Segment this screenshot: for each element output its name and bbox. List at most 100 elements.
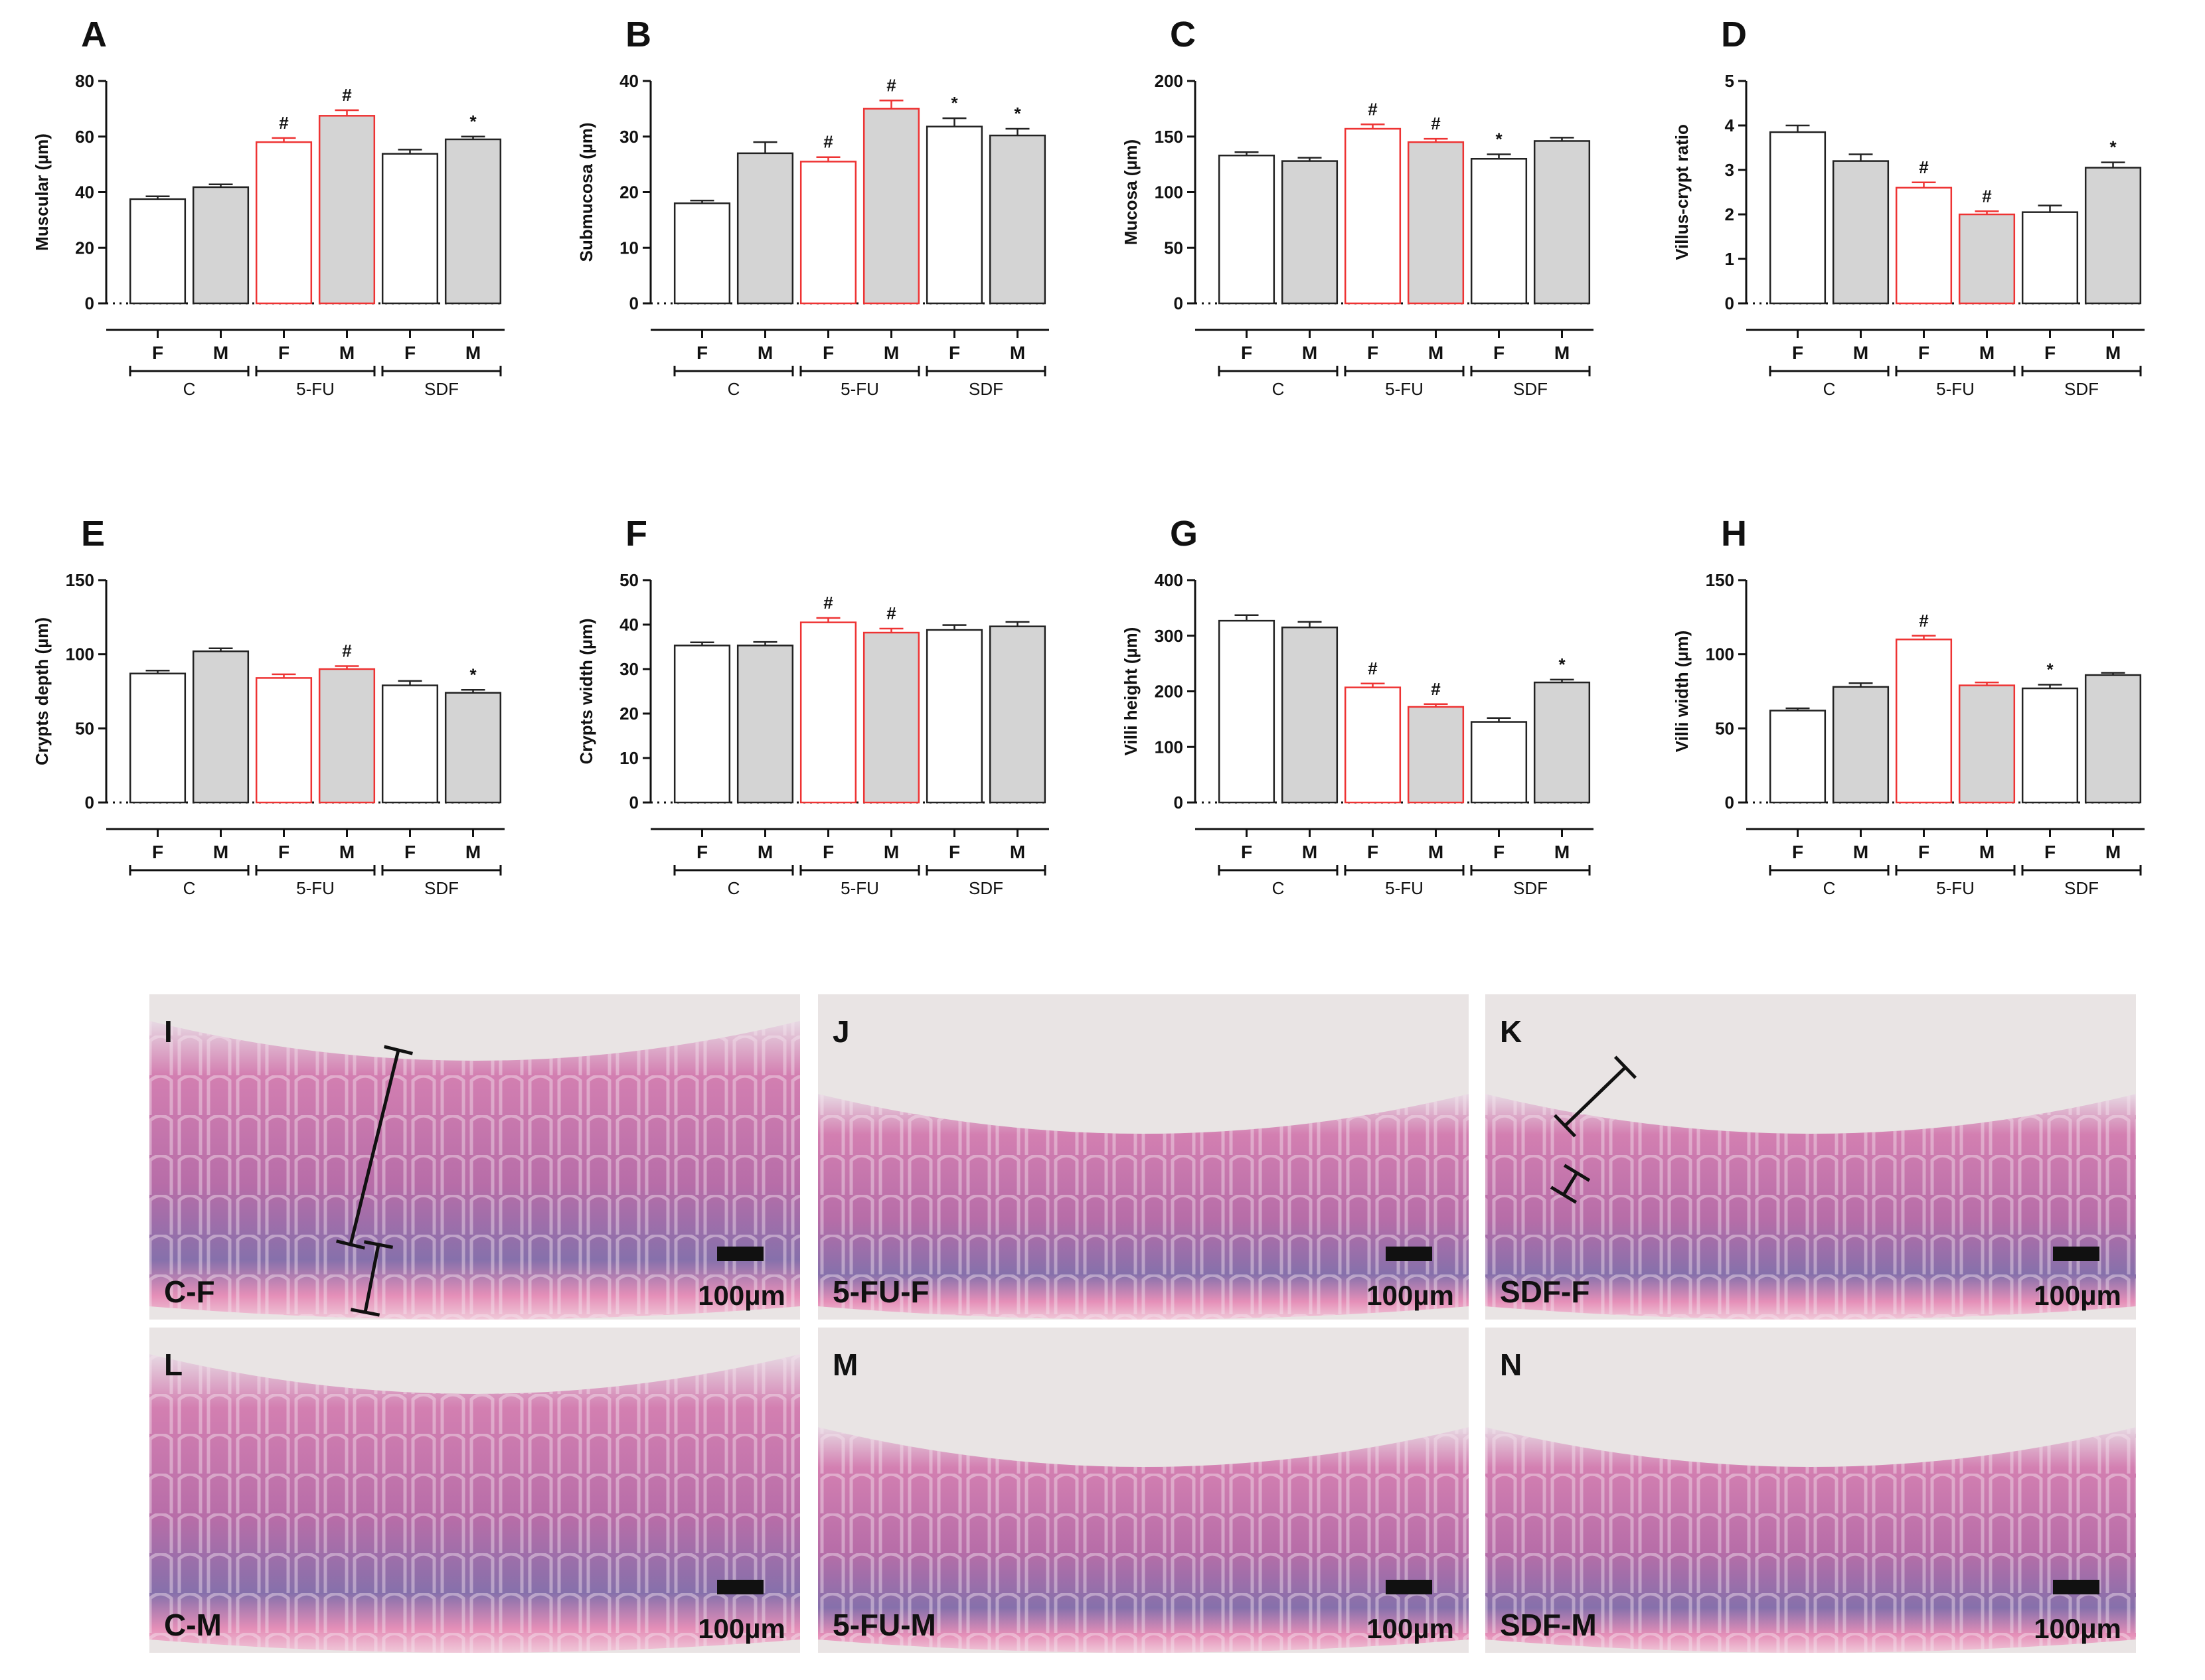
x-tick-label: M: [1853, 842, 1868, 862]
scale-bar-label: 100µm: [2034, 1280, 2121, 1311]
y-axis-label: Villi width (µm): [1672, 631, 1692, 753]
significance-mark: *: [1495, 129, 1503, 149]
bar: [673, 202, 731, 305]
bar: [1281, 626, 1339, 804]
bar: [129, 672, 187, 804]
measurement-cap: [1553, 1114, 1577, 1138]
y-axis-label: Crypts width (µm): [576, 618, 596, 764]
y-tick-label: 20: [619, 704, 639, 724]
panel-letter: A: [81, 15, 107, 54]
group-label: C: [183, 379, 196, 399]
y-tick-label: 2: [1725, 204, 1734, 224]
micrograph-i: I C-F 100µm: [149, 994, 800, 1320]
y-tick-label: 1: [1725, 249, 1734, 269]
x-tick-label: M: [1554, 343, 1570, 363]
micrograph-n: N SDF-M 100µm: [1485, 1328, 2136, 1653]
bar: [318, 668, 376, 804]
y-tick-label: 0: [1174, 293, 1183, 313]
y-axis-label: Muscular (µm): [32, 133, 52, 251]
significance-mark: *: [1014, 104, 1021, 123]
scale-bar-label: 100µm: [1366, 1280, 1454, 1311]
x-tick-label: M: [1302, 343, 1317, 363]
micrograph-grid: I C-F 100µm J 5-FU-F 100µm K SDF-F 100µm L C-M 100µ…: [149, 994, 2136, 1653]
significance-mark: #: [1982, 186, 1992, 206]
panel-letter: B: [625, 15, 651, 54]
measurement-line: [1564, 1066, 1627, 1127]
panel-letter: G: [1170, 514, 1198, 554]
x-tick-label: M: [884, 343, 899, 363]
x-tick-label: F: [152, 343, 163, 363]
bar: [381, 153, 439, 305]
significance-mark: #: [886, 75, 896, 95]
group-label: C: [183, 878, 196, 898]
y-tick-label: 0: [1725, 793, 1734, 812]
bar: [2084, 167, 2142, 305]
bar: [1470, 721, 1528, 804]
y-tick-label: 10: [619, 238, 639, 258]
micrograph-letter: M: [833, 1347, 858, 1382]
significance-mark: *: [951, 93, 958, 113]
bar: [673, 645, 731, 804]
bar: [1769, 131, 1827, 305]
group-label: SDF: [969, 878, 1003, 898]
scale-bar-label: 100µm: [2034, 1613, 2121, 1644]
chart-panel-g: G 0 100 200 300 400 Villi height (µm) F M # F # M F * M…: [1121, 514, 1593, 898]
y-tick-label: 80: [75, 71, 94, 91]
y-axis-label: Submucosa (µm): [576, 122, 596, 262]
scale-bar: [1386, 1247, 1432, 1261]
y-tick-label: 0: [629, 293, 639, 313]
significance-mark: #: [1919, 157, 1929, 177]
bar: [192, 650, 250, 804]
bar: [736, 152, 794, 305]
y-tick-label: 40: [75, 183, 94, 202]
y-tick-label: 100: [1706, 645, 1734, 664]
measurement-cap: [363, 1240, 394, 1249]
significance-mark: *: [2109, 137, 2117, 157]
x-tick-label: F: [1493, 842, 1505, 862]
bar: [1895, 639, 1953, 804]
bar: [129, 198, 187, 305]
y-axis-label: Villus-crypt ratio: [1672, 124, 1692, 260]
bar: [2021, 211, 2079, 305]
bar: [799, 161, 857, 305]
bar: [926, 629, 983, 804]
micrograph-k: K SDF-F 100µm: [1485, 994, 2136, 1320]
y-tick-label: 40: [619, 615, 639, 635]
bar: [989, 625, 1046, 804]
bar: [989, 134, 1046, 305]
group-label: C: [1272, 379, 1285, 399]
y-tick-label: 200: [1155, 682, 1183, 702]
group-label: SDF: [424, 379, 459, 399]
bar: [862, 631, 920, 804]
significance-mark: #: [1431, 679, 1441, 699]
bar: [444, 138, 502, 305]
x-tick-label: F: [1241, 842, 1252, 862]
x-tick-label: M: [2105, 343, 2121, 363]
scale-bar: [2053, 1247, 2099, 1261]
x-tick-label: F: [1241, 343, 1252, 363]
y-tick-label: 0: [629, 793, 639, 812]
group-label: C: [728, 379, 740, 399]
y-axis-label: Villi height (µm): [1121, 627, 1141, 756]
bar: [318, 115, 376, 305]
panel-letter: H: [1721, 514, 1747, 554]
bar: [1895, 187, 1953, 305]
y-tick-label: 100: [1155, 183, 1183, 202]
x-tick-label: F: [404, 343, 416, 363]
y-tick-label: 0: [85, 793, 94, 812]
bar: [1344, 686, 1402, 804]
x-tick-label: M: [1302, 842, 1317, 862]
x-tick-label: F: [696, 343, 708, 363]
measurement-line: [1562, 1172, 1579, 1196]
scale-bar: [717, 1247, 764, 1261]
x-tick-label: M: [1010, 343, 1025, 363]
x-tick-label: F: [1792, 842, 1803, 862]
y-tick-label: 3: [1725, 160, 1734, 180]
x-tick-label: F: [278, 343, 289, 363]
x-tick-label: F: [1918, 842, 1929, 862]
bar: [926, 125, 983, 305]
x-tick-label: F: [823, 842, 834, 862]
